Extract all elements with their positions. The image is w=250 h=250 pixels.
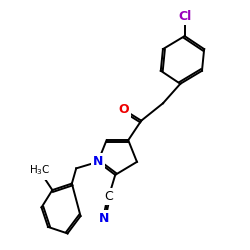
Text: N: N [93,155,103,168]
Text: Cl: Cl [178,10,191,23]
Text: H$_3$C: H$_3$C [28,164,50,177]
Text: C: C [104,190,113,203]
Text: O: O [118,103,129,116]
Text: N: N [99,212,110,225]
